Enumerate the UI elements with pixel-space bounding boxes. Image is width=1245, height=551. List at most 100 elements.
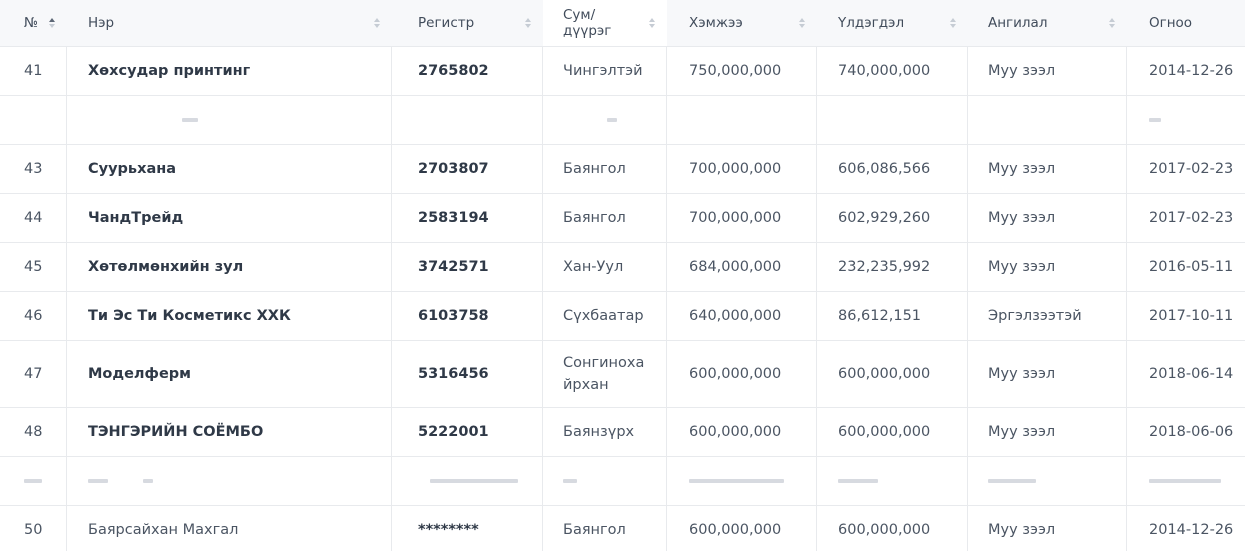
sort-icon[interactable] bbox=[791, 18, 805, 28]
column-header-date: Огноо bbox=[1127, 0, 1245, 46]
district: Баянгол bbox=[563, 161, 626, 177]
district: Баянзүрх bbox=[563, 424, 635, 440]
sort-icon[interactable] bbox=[41, 18, 55, 28]
loan-balance: 600,000,000 bbox=[838, 522, 931, 538]
row-number: 44 bbox=[24, 210, 43, 226]
loan-balance: 600,000,000 bbox=[838, 424, 931, 440]
loan-balance: 606,086,566 bbox=[838, 161, 931, 177]
column-label: Нэр bbox=[88, 15, 115, 31]
register-number: 6103758 bbox=[418, 308, 489, 324]
column-label: Регистр bbox=[418, 15, 475, 31]
loan-amount: 700,000,000 bbox=[689, 161, 782, 177]
clipped-text-fragment bbox=[607, 118, 617, 122]
table-row: 50 Баярсайхан Махгал ******** Баянгол 60… bbox=[0, 505, 1245, 551]
sort-icon[interactable] bbox=[641, 18, 655, 28]
column-header-number[interactable]: № bbox=[0, 0, 67, 46]
loan-date: 2014-12-26 bbox=[1149, 63, 1234, 79]
borrower-name: ТЭНГЭРИЙН СОЁМБО bbox=[88, 424, 264, 440]
row-number: 43 bbox=[24, 161, 43, 177]
sort-icon[interactable] bbox=[942, 18, 956, 28]
sort-desc-icon bbox=[49, 24, 55, 28]
row-number: 48 bbox=[24, 424, 43, 440]
sort-asc-icon bbox=[374, 18, 380, 22]
loan-date: 2017-10-11 bbox=[1149, 308, 1234, 324]
row-number: 45 bbox=[24, 259, 43, 275]
loan-amount: 750,000,000 bbox=[689, 63, 782, 79]
loan-date: 2017-02-23 bbox=[1149, 210, 1234, 226]
loan-amount: 640,000,000 bbox=[689, 308, 782, 324]
sort-icon[interactable] bbox=[366, 18, 380, 28]
loan-classification: Муу зээл bbox=[988, 522, 1056, 538]
table-row: 43 Суурьхана 2703807 Баянгол 700,000,000… bbox=[0, 144, 1245, 193]
row-number: 46 bbox=[24, 308, 43, 324]
table-row bbox=[0, 95, 1245, 144]
loan-classification: Муу зээл bbox=[988, 161, 1056, 177]
clipped-text-fragment bbox=[182, 118, 198, 122]
borrower-name: Хөтөлмөнхийн зул bbox=[88, 259, 244, 275]
register-number: 3742571 bbox=[418, 259, 489, 275]
column-header-classification[interactable]: Ангилал bbox=[968, 0, 1127, 46]
loan-amount: 600,000,000 bbox=[689, 366, 782, 382]
borrower-name: Суурьхана bbox=[88, 161, 177, 177]
district: Чингэлтэй bbox=[563, 63, 643, 79]
sort-desc-icon bbox=[799, 24, 805, 28]
row-number: 50 bbox=[24, 522, 43, 538]
column-label: № bbox=[24, 15, 39, 31]
loan-date: 2016-05-11 bbox=[1149, 259, 1234, 275]
register-number: 5222001 bbox=[418, 424, 489, 440]
register-number: 2583194 bbox=[418, 210, 489, 226]
loan-classification: Муу зээл bbox=[988, 210, 1056, 226]
district: Хан-Уул bbox=[563, 259, 624, 275]
clipped-text-fragment bbox=[88, 479, 108, 483]
loan-balance: 602,929,260 bbox=[838, 210, 931, 226]
district: Сүхбаатар bbox=[563, 308, 644, 324]
sort-desc-icon bbox=[950, 24, 956, 28]
sort-asc-icon bbox=[950, 18, 956, 22]
sort-icon[interactable] bbox=[1101, 18, 1115, 28]
clipped-text-fragment bbox=[24, 479, 42, 483]
register-number: 5316456 bbox=[418, 366, 489, 382]
column-label: Хэмжээ bbox=[689, 15, 743, 31]
borrower-name: Баярсайхан Махгал bbox=[88, 522, 239, 538]
loan-amount: 600,000,000 bbox=[689, 424, 782, 440]
column-header-name[interactable]: Нэр bbox=[67, 0, 392, 46]
clipped-text-fragment bbox=[838, 479, 878, 483]
sort-desc-icon bbox=[1109, 24, 1115, 28]
loan-date: 2017-02-23 bbox=[1149, 161, 1234, 177]
table-row bbox=[0, 456, 1245, 505]
borrower-name: Хөхсудар принтинг bbox=[88, 63, 251, 79]
sort-desc-icon bbox=[649, 24, 655, 28]
column-label: Ангилал bbox=[988, 15, 1048, 31]
column-header-district[interactable]: Сум/дүүрэг bbox=[543, 0, 667, 46]
borrower-name: Ти Эс Ти Косметикс ХХК bbox=[88, 308, 291, 324]
loan-date: 2014-12-26 bbox=[1149, 522, 1234, 538]
column-header-balance[interactable]: Үлдэгдэл bbox=[817, 0, 968, 46]
district: Баянгол bbox=[563, 522, 626, 538]
clipped-text-fragment bbox=[1149, 118, 1161, 122]
loan-balance: 232,235,992 bbox=[838, 259, 931, 275]
loan-amount: 684,000,000 bbox=[689, 259, 782, 275]
loan-amount: 600,000,000 bbox=[689, 522, 782, 538]
register-number: 2703807 bbox=[418, 161, 489, 177]
clipped-text-fragment bbox=[143, 479, 153, 483]
table-body: 41 Хөхсудар принтинг 2765802 Чингэлтэй 7… bbox=[0, 46, 1245, 551]
loan-date: 2018-06-14 bbox=[1149, 366, 1234, 382]
loan-balance: 740,000,000 bbox=[838, 63, 931, 79]
loan-balance: 86,612,151 bbox=[838, 308, 922, 324]
column-header-amount[interactable]: Хэмжээ bbox=[667, 0, 817, 46]
sort-desc-icon bbox=[525, 24, 531, 28]
table-row: 48 ТЭНГЭРИЙН СОЁМБО 5222001 Баянзүрх 600… bbox=[0, 407, 1245, 456]
sort-asc-icon bbox=[1109, 18, 1115, 22]
district: Баянгол bbox=[563, 210, 626, 226]
clipped-text-fragment bbox=[988, 479, 1036, 483]
row-number: 47 bbox=[24, 366, 43, 382]
sort-icon[interactable] bbox=[517, 18, 531, 28]
column-label: Үлдэгдэл bbox=[838, 15, 905, 31]
sort-asc-icon bbox=[799, 18, 805, 22]
borrower-name: Моделферм bbox=[88, 366, 192, 382]
register-number: 2765802 bbox=[418, 63, 489, 79]
clipped-text-fragment bbox=[430, 479, 518, 483]
table-row: 45 Хөтөлмөнхийн зул 3742571 Хан-Уул 684,… bbox=[0, 242, 1245, 291]
column-header-register[interactable]: Регистр bbox=[392, 0, 543, 46]
